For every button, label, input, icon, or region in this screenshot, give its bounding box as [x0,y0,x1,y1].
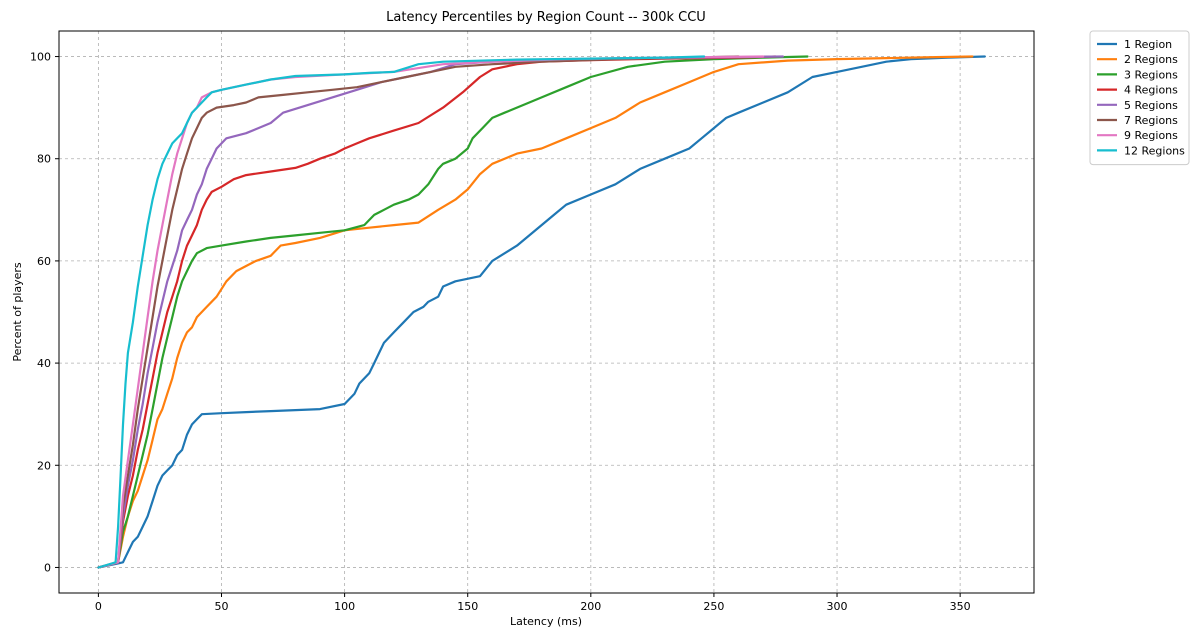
series-line-1 [97,55,974,569]
x-tick-label: 300 [827,600,848,613]
grid [59,31,1034,593]
legend-label: 5 Regions [1124,99,1178,112]
series-line-5 [97,55,740,569]
y-tick-label: 20 [37,459,51,472]
legend-label: 2 Regions [1124,53,1178,66]
x-axis-label: Latency (ms) [510,615,582,628]
y-axis-ticks: 0 20 40 60 80 100 [30,51,59,574]
y-tick-label: 80 [37,153,51,166]
legend-label: 1 Region [1124,38,1172,51]
series-line-7 [97,55,706,569]
series-lines [97,55,986,569]
y-tick-label: 100 [30,51,51,64]
legend-label: 12 Regions [1124,144,1185,157]
series-line-6 [97,55,765,569]
y-tick-label: 60 [37,255,51,268]
x-tick-label: 0 [95,600,102,613]
legend-label: 9 Regions [1124,129,1178,142]
y-tick-label: 40 [37,357,51,370]
legend-label: 4 Regions [1124,84,1178,97]
plot-frame [58,30,1035,594]
x-axis-ticks: 0 50 100 150 200 250 300 350 [95,593,971,613]
x-tick-label: 150 [457,600,478,613]
y-axis-label: Percent of players [11,262,24,362]
series-line-3 [97,55,777,569]
y-tick-label: 0 [44,561,51,574]
series-line-0 [97,55,986,569]
x-tick-label: 100 [334,600,355,613]
x-tick-label: 50 [215,600,229,613]
legend-frame [1089,30,1190,166]
x-tick-label: 200 [580,600,601,613]
legend-label: 3 Regions [1124,68,1178,81]
legend: 1 Region 2 Regions 3 Regions 4 Regions 5 Reg… [1089,30,1190,166]
series-line-2 [97,55,809,569]
x-tick-label: 250 [703,600,724,613]
x-tick-label: 350 [950,600,971,613]
chart-title: Latency Percentiles by Region Count -- 3… [386,10,706,25]
legend-label: 7 Regions [1124,114,1178,127]
series-line-4 [97,55,784,569]
